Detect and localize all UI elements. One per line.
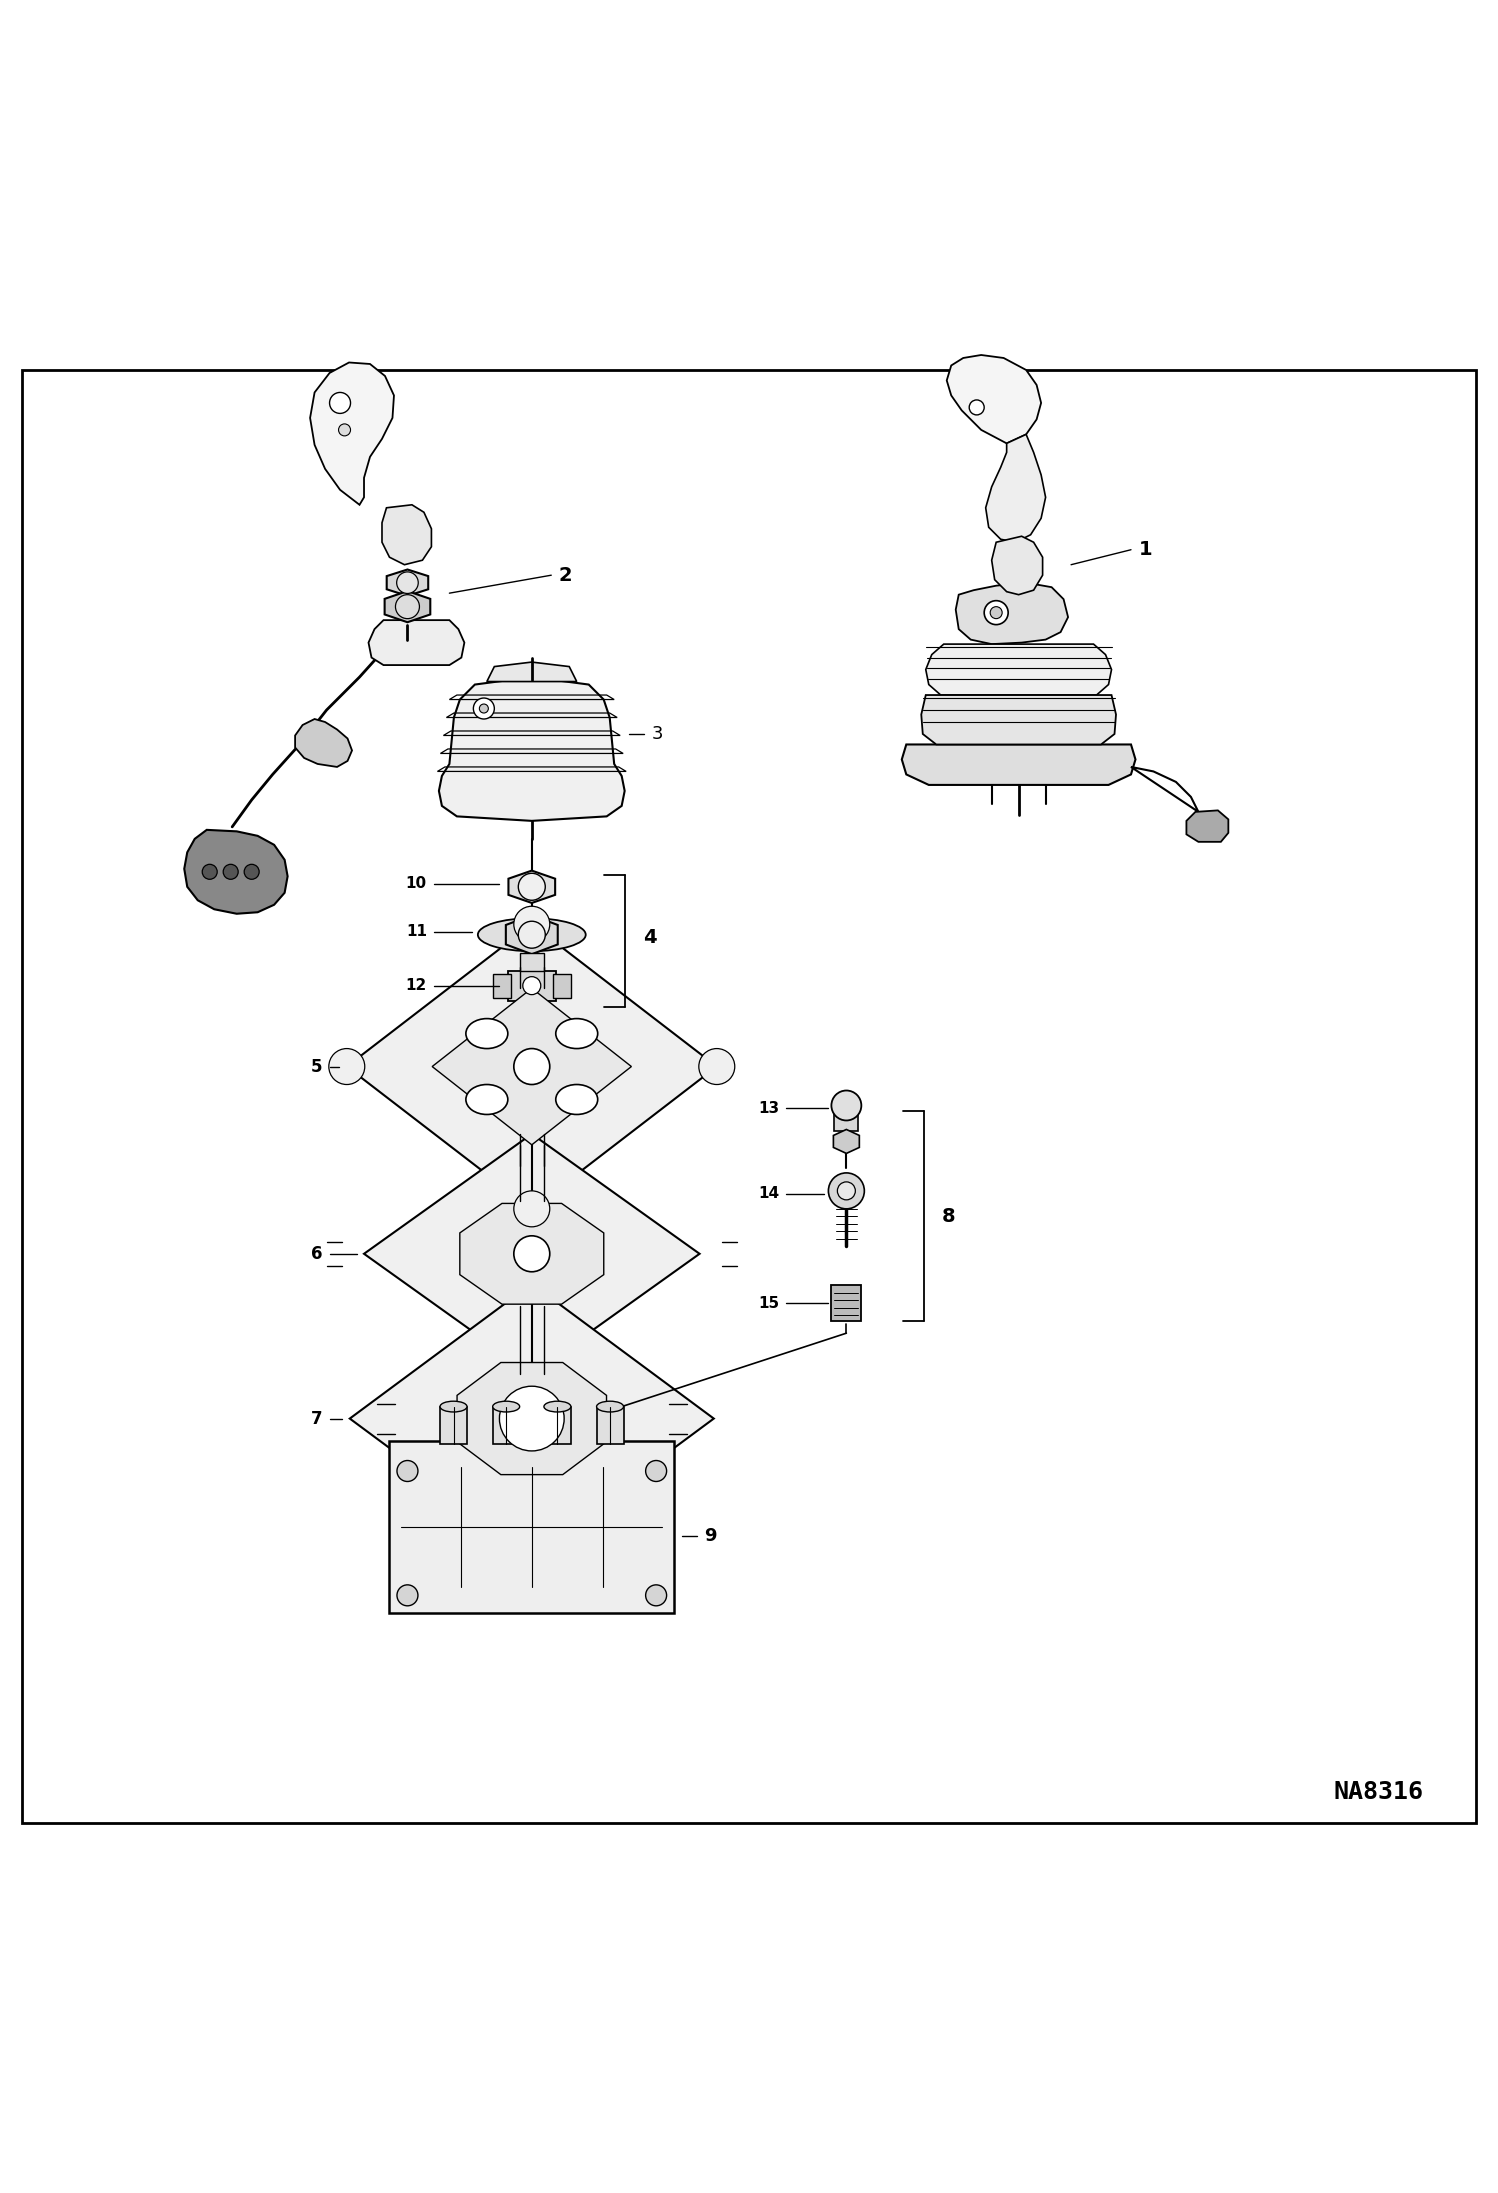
Bar bbox=[508, 971, 556, 1000]
Bar bbox=[834, 1103, 858, 1132]
Circle shape bbox=[969, 399, 984, 414]
Circle shape bbox=[514, 1191, 550, 1226]
Ellipse shape bbox=[544, 1401, 571, 1412]
Ellipse shape bbox=[556, 1086, 598, 1114]
Circle shape bbox=[395, 594, 419, 618]
Polygon shape bbox=[439, 678, 625, 820]
Circle shape bbox=[518, 921, 545, 947]
Ellipse shape bbox=[466, 1086, 508, 1114]
Text: 2: 2 bbox=[559, 566, 572, 586]
Circle shape bbox=[828, 1173, 864, 1208]
Bar bbox=[596, 1406, 623, 1443]
Text: 1: 1 bbox=[1138, 539, 1152, 559]
Polygon shape bbox=[921, 695, 1116, 743]
Circle shape bbox=[397, 1586, 418, 1605]
Polygon shape bbox=[926, 645, 1112, 695]
Ellipse shape bbox=[556, 1018, 598, 1048]
Text: 15: 15 bbox=[758, 1296, 779, 1311]
Circle shape bbox=[223, 864, 238, 879]
Text: 13: 13 bbox=[758, 1101, 779, 1116]
Circle shape bbox=[514, 906, 550, 943]
Bar bbox=[553, 974, 571, 998]
Polygon shape bbox=[902, 743, 1135, 785]
Polygon shape bbox=[986, 434, 1046, 542]
Ellipse shape bbox=[493, 1401, 520, 1412]
Text: 11: 11 bbox=[406, 923, 427, 939]
Polygon shape bbox=[1186, 811, 1228, 842]
Polygon shape bbox=[349, 1283, 713, 1553]
Polygon shape bbox=[431, 989, 631, 1145]
Circle shape bbox=[330, 393, 351, 414]
Circle shape bbox=[523, 976, 541, 996]
Text: 12: 12 bbox=[406, 978, 427, 993]
Circle shape bbox=[397, 572, 418, 594]
Polygon shape bbox=[346, 923, 716, 1208]
Polygon shape bbox=[947, 355, 1041, 443]
Circle shape bbox=[339, 423, 351, 436]
Circle shape bbox=[831, 1090, 861, 1121]
Circle shape bbox=[514, 1048, 550, 1086]
Text: 5: 5 bbox=[310, 1057, 322, 1075]
Circle shape bbox=[479, 704, 488, 713]
Circle shape bbox=[202, 864, 217, 879]
Bar bbox=[544, 1406, 571, 1443]
Ellipse shape bbox=[466, 1018, 508, 1048]
Circle shape bbox=[518, 873, 545, 901]
Text: 9: 9 bbox=[704, 1526, 716, 1544]
Circle shape bbox=[698, 1048, 736, 1086]
Bar bbox=[493, 1406, 520, 1443]
Polygon shape bbox=[310, 362, 394, 504]
Circle shape bbox=[646, 1586, 667, 1605]
Polygon shape bbox=[369, 621, 464, 664]
Bar bbox=[493, 974, 511, 998]
Polygon shape bbox=[184, 829, 288, 914]
Text: 3: 3 bbox=[652, 726, 664, 743]
Polygon shape bbox=[460, 1204, 604, 1305]
Text: 14: 14 bbox=[758, 1186, 779, 1202]
Polygon shape bbox=[508, 871, 556, 904]
Ellipse shape bbox=[596, 1401, 623, 1412]
Text: NA8316: NA8316 bbox=[1333, 1779, 1423, 1803]
Polygon shape bbox=[385, 592, 430, 623]
Polygon shape bbox=[992, 537, 1043, 594]
Circle shape bbox=[990, 607, 1002, 618]
Ellipse shape bbox=[440, 1401, 467, 1412]
Circle shape bbox=[244, 864, 259, 879]
Circle shape bbox=[397, 1461, 418, 1482]
Text: 6: 6 bbox=[310, 1246, 322, 1263]
Circle shape bbox=[646, 1461, 667, 1482]
Text: 7: 7 bbox=[310, 1410, 322, 1428]
Circle shape bbox=[984, 601, 1008, 625]
Ellipse shape bbox=[478, 919, 586, 952]
Bar bbox=[440, 1406, 467, 1443]
Circle shape bbox=[473, 697, 494, 719]
Text: 10: 10 bbox=[406, 877, 427, 890]
Polygon shape bbox=[457, 1362, 607, 1474]
Bar bbox=[389, 1441, 674, 1614]
Polygon shape bbox=[487, 662, 577, 682]
Polygon shape bbox=[956, 583, 1068, 645]
Polygon shape bbox=[386, 570, 428, 596]
Polygon shape bbox=[364, 1134, 700, 1373]
Polygon shape bbox=[382, 504, 431, 566]
Circle shape bbox=[837, 1182, 855, 1200]
Polygon shape bbox=[833, 1129, 860, 1154]
Circle shape bbox=[328, 1048, 364, 1086]
Text: 8: 8 bbox=[942, 1206, 956, 1226]
Circle shape bbox=[514, 1237, 550, 1272]
Polygon shape bbox=[506, 914, 557, 954]
Bar bbox=[520, 952, 544, 971]
Circle shape bbox=[499, 1386, 565, 1452]
Polygon shape bbox=[295, 719, 352, 768]
Bar bbox=[831, 1285, 861, 1320]
Text: 4: 4 bbox=[643, 928, 656, 947]
